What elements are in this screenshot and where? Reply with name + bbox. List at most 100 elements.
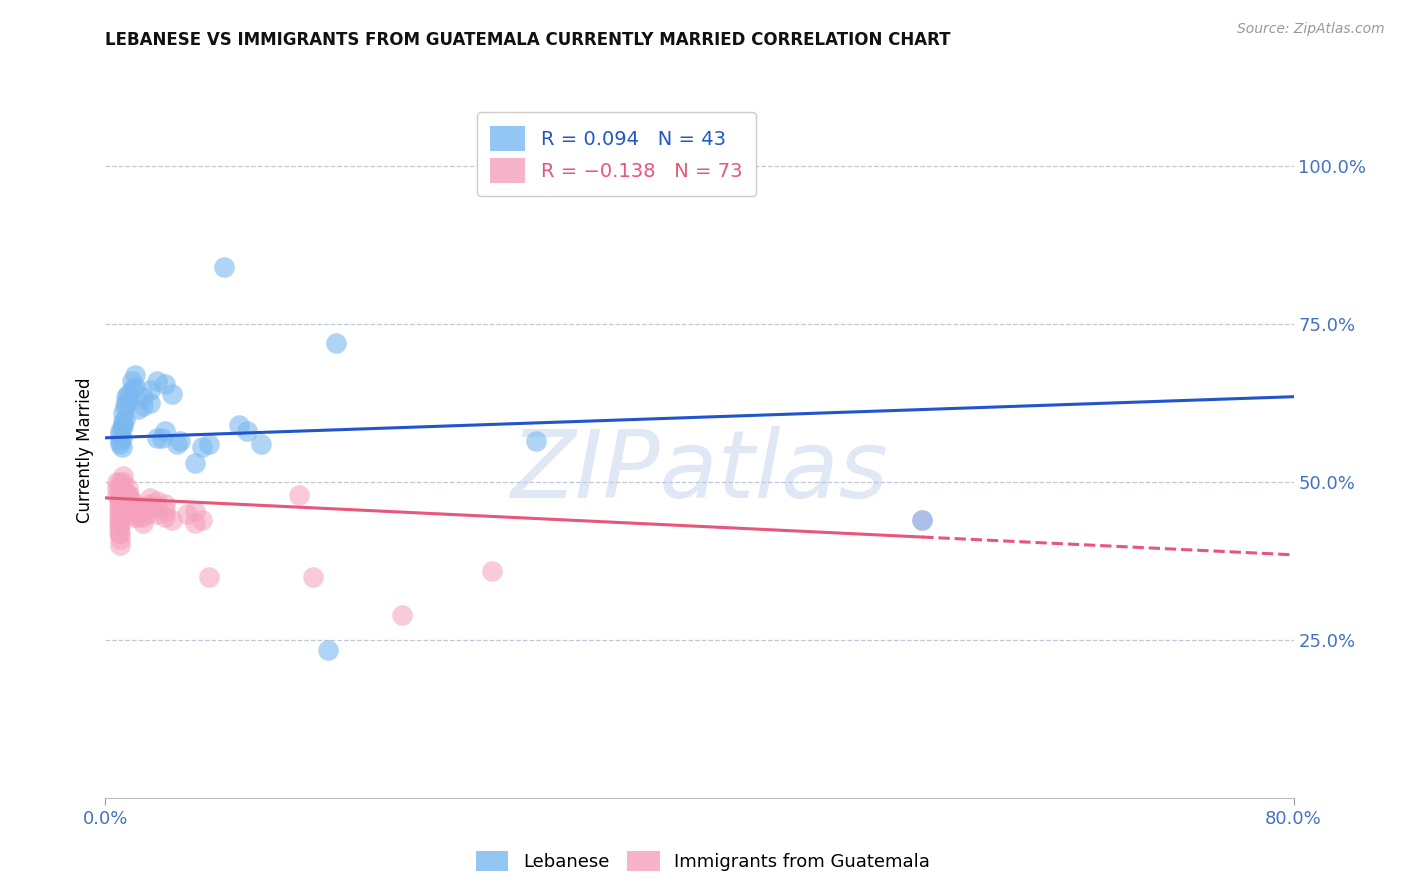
Point: [136, 500, 159, 515]
Point: [108, 519, 131, 533]
Point: [117, 488, 139, 502]
Point: [153, 377, 176, 392]
Point: [146, 494, 169, 508]
Point: [146, 374, 169, 388]
Point: [114, 412, 136, 426]
Point: [112, 415, 135, 429]
Point: [183, 456, 205, 470]
Point: [176, 507, 198, 521]
Point: [139, 384, 162, 398]
Point: [110, 519, 132, 533]
Point: [153, 509, 176, 524]
Point: [121, 500, 143, 515]
Point: [112, 475, 135, 489]
Point: [115, 488, 138, 502]
Point: [112, 488, 135, 502]
Point: [110, 434, 132, 448]
Point: [191, 513, 214, 527]
Text: LEBANESE VS IMMIGRANTS FROM GUATEMALA CURRENTLY MARRIED CORRELATION CHART: LEBANESE VS IMMIGRANTS FROM GUATEMALA CU…: [105, 31, 950, 49]
Point: [117, 494, 139, 508]
Point: [228, 418, 250, 433]
Point: [139, 396, 162, 410]
Point: [108, 507, 131, 521]
Point: [112, 405, 135, 419]
Point: [162, 386, 184, 401]
Point: [183, 516, 205, 531]
Point: [316, 642, 339, 657]
Point: [124, 380, 146, 394]
Legend: R = 0.094   N = 43, R = −0.138   N = 73: R = 0.094 N = 43, R = −0.138 N = 73: [477, 112, 756, 196]
Point: [111, 421, 134, 435]
Point: [110, 532, 132, 546]
Point: [302, 570, 325, 584]
Point: [110, 507, 132, 521]
Point: [131, 509, 153, 524]
Point: [481, 564, 503, 578]
Point: [136, 507, 159, 521]
Point: [105, 488, 128, 502]
Point: [111, 431, 134, 445]
Point: [112, 494, 135, 508]
Y-axis label: Currently Married: Currently Married: [76, 377, 94, 524]
Point: [391, 607, 413, 622]
Point: [153, 503, 176, 517]
Point: [127, 509, 149, 524]
Point: [325, 335, 347, 350]
Point: [108, 525, 131, 540]
Point: [108, 500, 131, 515]
Point: [911, 513, 934, 527]
Point: [121, 384, 143, 398]
Text: ZIPatlas: ZIPatlas: [510, 425, 889, 516]
Point: [146, 431, 169, 445]
Point: [146, 500, 169, 515]
Point: [110, 482, 132, 496]
Point: [114, 500, 136, 515]
Point: [108, 513, 131, 527]
Point: [115, 390, 138, 404]
Legend: Lebanese, Immigrants from Guatemala: Lebanese, Immigrants from Guatemala: [468, 844, 938, 879]
Point: [250, 437, 273, 451]
Point: [150, 431, 173, 445]
Point: [114, 399, 136, 413]
Point: [110, 513, 132, 527]
Point: [127, 503, 149, 517]
Point: [118, 488, 141, 502]
Point: [110, 425, 132, 439]
Point: [110, 488, 132, 502]
Point: [105, 482, 128, 496]
Point: [112, 500, 135, 515]
Point: [124, 503, 146, 517]
Point: [911, 513, 934, 527]
Point: [118, 390, 141, 404]
Point: [105, 475, 128, 489]
Point: [121, 374, 143, 388]
Point: [121, 494, 143, 508]
Point: [153, 497, 176, 511]
Point: [111, 440, 134, 454]
Point: [124, 368, 146, 382]
Point: [131, 399, 153, 413]
Point: [111, 494, 134, 508]
Point: [112, 482, 135, 496]
Point: [110, 437, 132, 451]
Point: [131, 390, 153, 404]
Point: [111, 482, 134, 496]
Point: [122, 503, 145, 517]
Point: [110, 475, 132, 489]
Point: [114, 488, 136, 502]
Point: [131, 516, 153, 531]
Point: [121, 507, 143, 521]
Point: [191, 440, 214, 454]
Point: [214, 260, 236, 274]
Point: [139, 491, 162, 505]
Point: [166, 437, 188, 451]
Point: [111, 488, 134, 502]
Point: [198, 570, 221, 584]
Point: [235, 425, 257, 439]
Point: [127, 402, 149, 417]
Point: [110, 500, 132, 515]
Point: [198, 437, 221, 451]
Point: [112, 468, 135, 483]
Point: [169, 434, 191, 448]
Point: [112, 418, 135, 433]
